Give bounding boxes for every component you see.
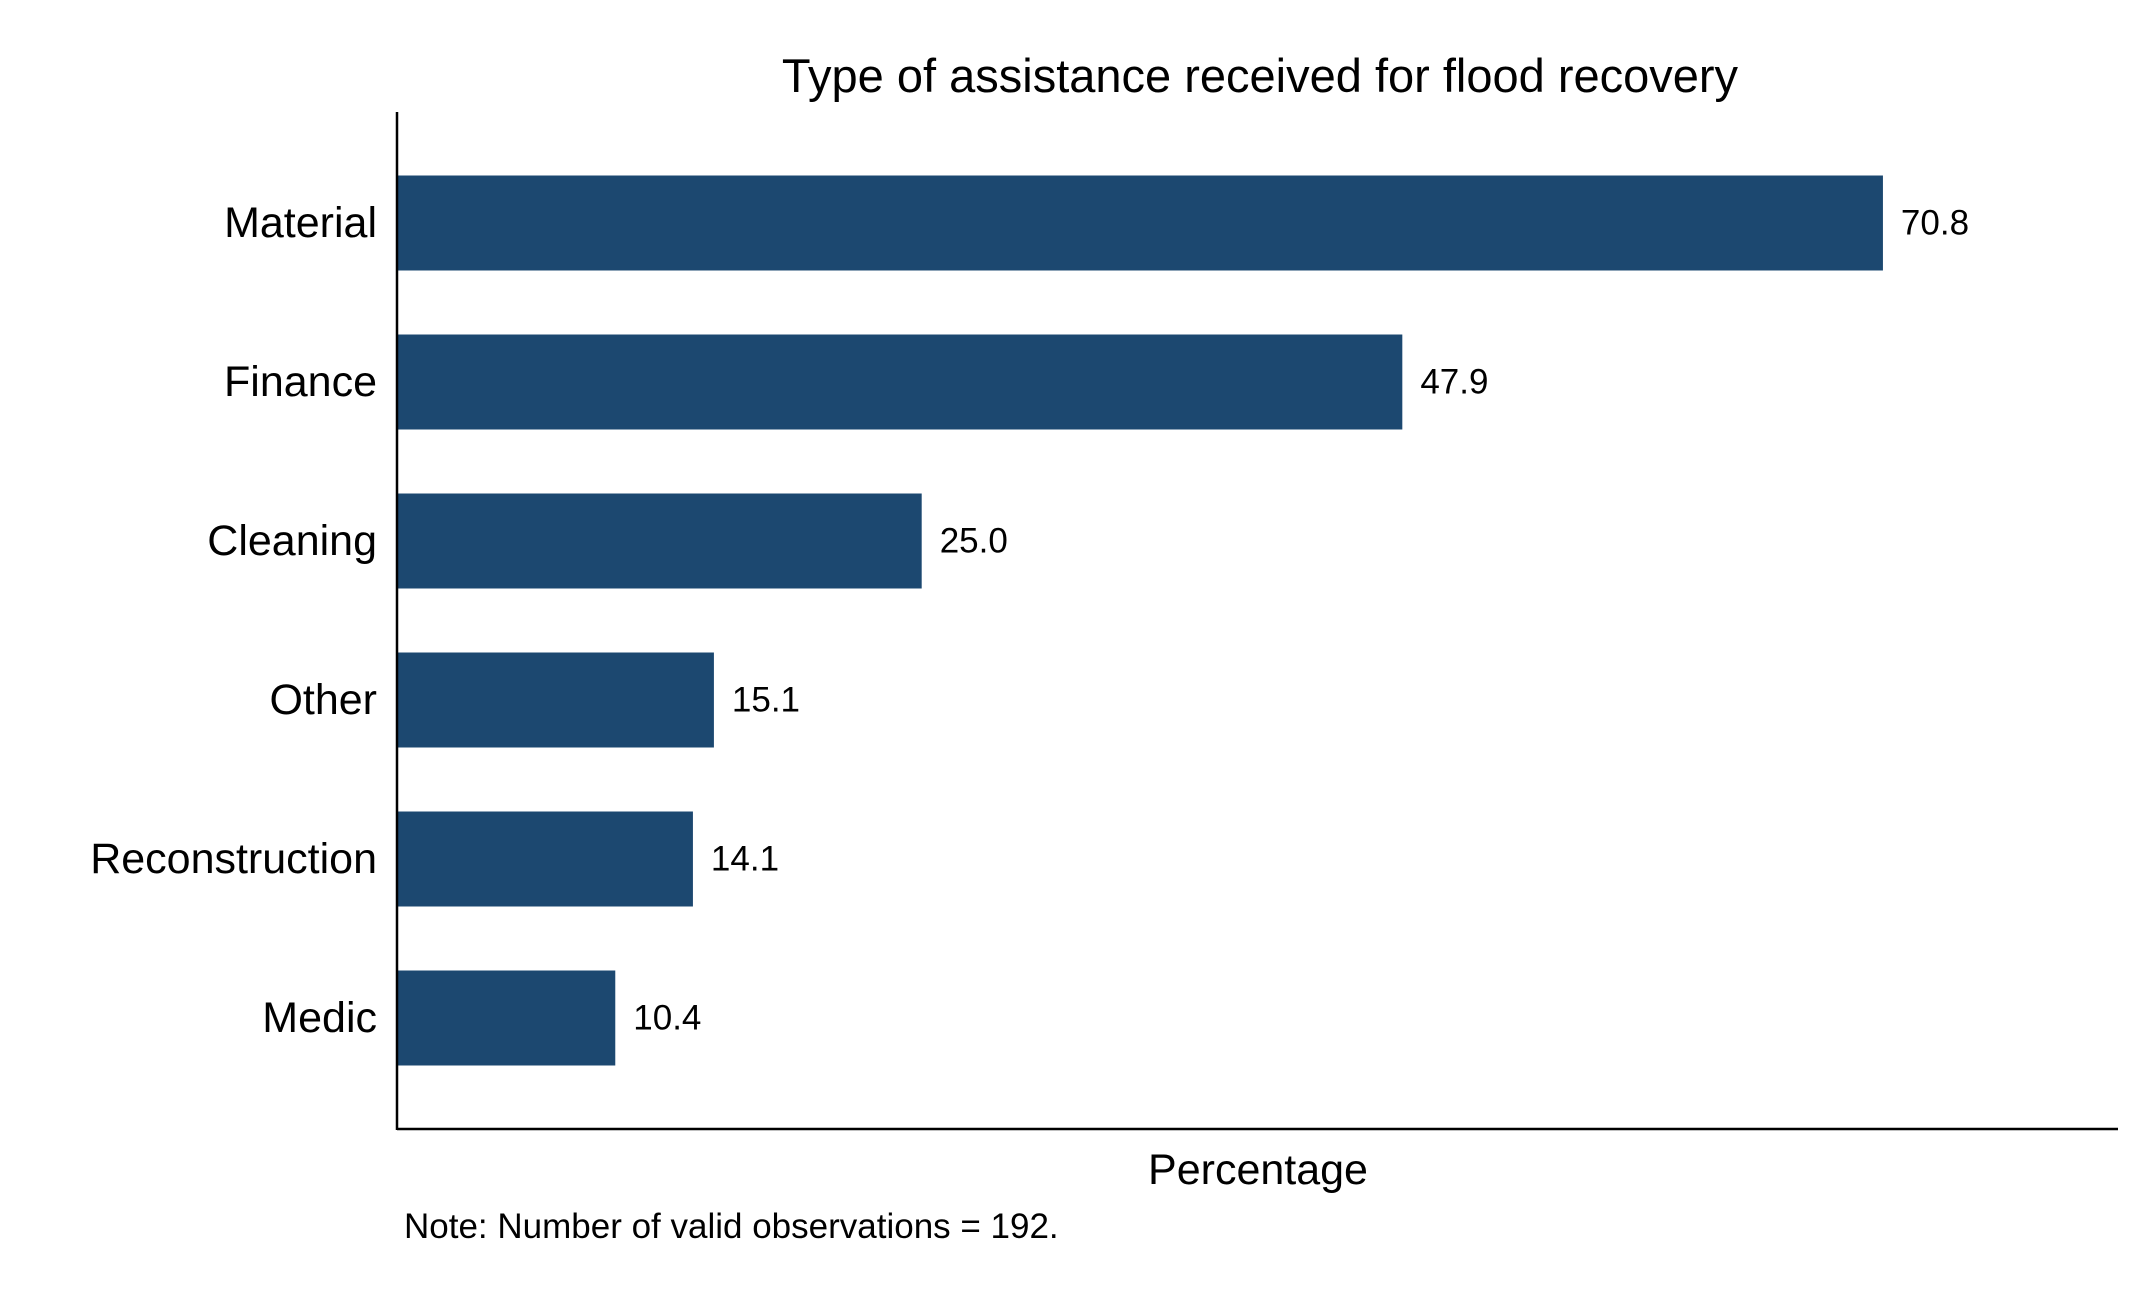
chart-note: Note: Number of valid observations = 192…	[404, 1207, 1059, 1246]
bar-finance	[397, 334, 1403, 430]
value-label-material: 70.8	[1901, 204, 1969, 243]
bar-reconstruction	[397, 811, 693, 907]
value-label-other: 15.1	[732, 681, 800, 720]
value-label-cleaning: 25.0	[940, 522, 1008, 561]
category-labels-group: Material Finance Cleaning Other Reconstructi…	[90, 199, 377, 1042]
category-label-medic: Medic	[262, 994, 377, 1042]
category-label-finance: Finance	[224, 358, 377, 406]
category-label-reconstruction: Reconstruction	[90, 835, 377, 883]
bars-group	[397, 175, 1883, 1066]
category-label-cleaning: Cleaning	[207, 517, 377, 565]
bar-medic	[397, 970, 616, 1066]
chart-title: Type of assistance received for flood re…	[782, 49, 1739, 102]
bar-cleaning	[397, 493, 922, 589]
value-labels-group: 70.8 47.9 25.0 15.1 14.1 10.4	[633, 204, 1969, 1038]
bar-material	[397, 175, 1883, 271]
value-label-reconstruction: 14.1	[711, 840, 779, 879]
category-label-material: Material	[224, 199, 377, 247]
value-label-finance: 47.9	[1420, 363, 1488, 402]
x-axis-title: Percentage	[1148, 1146, 1368, 1194]
value-label-medic: 10.4	[633, 999, 701, 1038]
category-label-other: Other	[269, 676, 377, 724]
bar-other	[397, 652, 714, 748]
